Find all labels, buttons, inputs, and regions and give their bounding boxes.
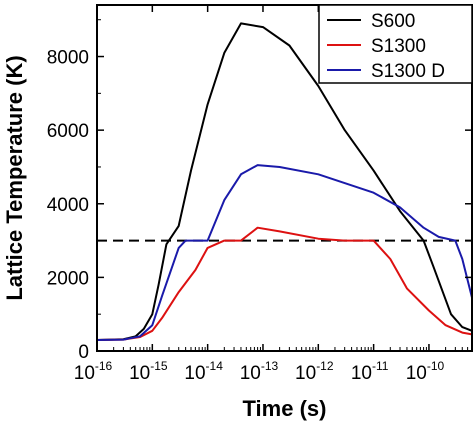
y-tick-label: 6000 (47, 121, 89, 142)
legend: S600 S1300 S1300 D (318, 4, 473, 84)
x-axis-label: Time (s) (243, 396, 327, 421)
legend-label: S1300 (371, 36, 426, 57)
x-tick-label: 10-16 (74, 359, 113, 384)
tick-layer: 10-16 10-15 10-14 10-13 10-12 10-11 10-10 0 2000… (47, 5, 473, 384)
x-tick-label: 10-12 (295, 359, 334, 384)
x-tick-label: 10-15 (129, 359, 168, 384)
x-tick-label: 10-14 (184, 359, 223, 384)
y-tick-label: 8000 (47, 48, 89, 69)
y-tick-label: 0 (78, 342, 89, 363)
y-axis-label: Lattice Temperature (K) (2, 55, 27, 300)
series-line-s600 (96, 22, 473, 341)
plot-frame (96, 4, 473, 352)
legend-label: S600 (371, 11, 415, 32)
legend-label: S1300 D (371, 61, 445, 82)
x-tick-label: 10-11 (351, 359, 389, 384)
series-layer (96, 22, 473, 341)
series-line-s1300 (96, 226, 473, 341)
y-tick-label: 4000 (47, 195, 89, 216)
series-line-s1300-d (96, 164, 473, 341)
y-tick-label: 2000 (47, 268, 89, 289)
x-tick-label: 10-10 (406, 359, 445, 384)
x-tick-label: 10-13 (240, 359, 279, 384)
